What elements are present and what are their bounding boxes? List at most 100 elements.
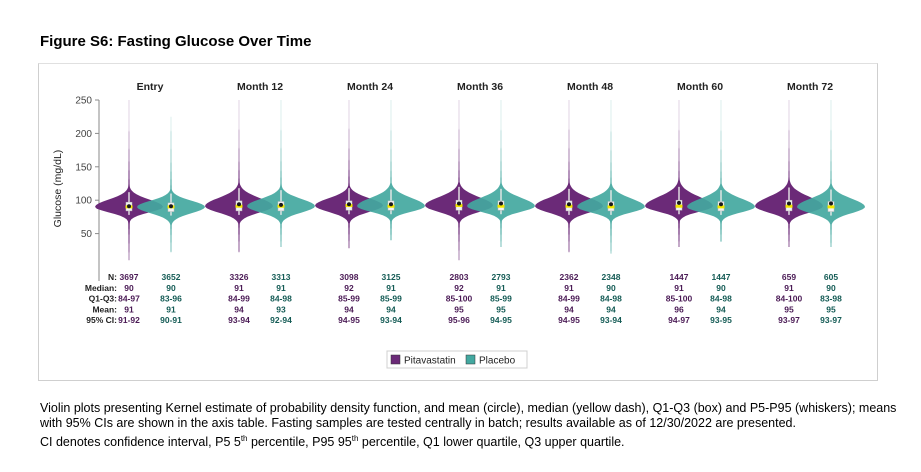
table-cell: 85-99 (380, 294, 402, 304)
table-cell: 91 (564, 283, 574, 293)
table-cell: 94 (564, 304, 574, 314)
table-cell: 94-97 (668, 315, 690, 325)
mean-marker (127, 204, 131, 209)
table-cell: 3098 (340, 272, 359, 282)
table-cell: 95 (496, 304, 506, 314)
table-cell: 83-96 (160, 294, 182, 304)
table-cell: 91 (784, 283, 794, 293)
caption-sup-1: th (240, 434, 248, 443)
table-cell: 95 (826, 304, 836, 314)
caption-part-a: CI denotes confidence interval, P5 5 (40, 435, 241, 450)
mean-marker (567, 202, 571, 207)
table-cell: 3313 (272, 272, 291, 282)
figure-title: Figure S6: Fasting Glucose Over Time (40, 33, 312, 50)
table-cell: 91-92 (118, 315, 140, 325)
legend-swatch-pitavastatin (390, 354, 401, 365)
table-cell: 94 (716, 304, 726, 314)
legend-label-pitavastatin: Pitavastatin (404, 356, 456, 367)
table-cell: 659 (782, 272, 796, 282)
median-dash (827, 205, 835, 209)
timepoint-header: Month 12 (237, 81, 283, 93)
table-cell: 1447 (712, 272, 731, 282)
violin-pitavastatin (315, 100, 383, 249)
table-cell: 92-94 (270, 315, 292, 325)
mean-marker (169, 204, 173, 209)
timepoint-header: Month 72 (787, 81, 833, 93)
table-cell: 93-97 (778, 315, 800, 325)
table-cell: 93 (276, 304, 286, 314)
violin-placebo (247, 100, 315, 247)
table-row-label: 95% CI: (86, 315, 117, 325)
table-cell: 91 (674, 283, 684, 293)
mean-marker (237, 202, 241, 207)
caption-line-2: CI denotes confidence interval, P5 5th p… (40, 431, 900, 450)
median-dash (497, 204, 505, 208)
timepoint-header: Month 48 (567, 81, 613, 93)
mean-marker (719, 202, 723, 207)
table-cell: 92 (454, 283, 464, 293)
violin-pitavastatin (425, 100, 493, 261)
table-cell: 91 (386, 283, 396, 293)
table-cell: 3697 (120, 272, 139, 282)
timepoint-header: Month 36 (457, 81, 503, 93)
legend-label-placebo: Placebo (479, 356, 516, 367)
table-cell: 3652 (162, 272, 181, 282)
table-cell: 91 (166, 304, 176, 314)
median-dash (455, 204, 463, 208)
table-cell: 90 (826, 283, 836, 293)
timepoint-header: Entry (137, 81, 164, 93)
y-tick-label: 150 (75, 162, 92, 173)
table-cell: 95 (784, 304, 794, 314)
table-cell: 85-99 (490, 294, 512, 304)
mean-marker (787, 201, 791, 206)
y-tick-label: 100 (75, 196, 92, 207)
y-tick-label: 250 (75, 96, 92, 107)
table-cell: 93-97 (820, 315, 842, 325)
table-cell: 84-99 (558, 294, 580, 304)
table-cell: 1447 (670, 272, 689, 282)
y-axis-label: Glucose (mg/dL) (52, 150, 64, 228)
table-cell: 90 (606, 283, 616, 293)
violin-pitavastatin (645, 100, 713, 247)
table-cell: 2803 (450, 272, 469, 282)
table-cell: 91 (234, 283, 244, 293)
table-cell: 93-94 (228, 315, 250, 325)
table-cell: 84-99 (228, 294, 250, 304)
timepoint-header: Month 60 (677, 81, 723, 93)
table-cell: 94-95 (338, 315, 360, 325)
table-cell: 90 (124, 283, 134, 293)
table-cell: 94-95 (558, 315, 580, 325)
mean-marker (347, 202, 351, 207)
violin-placebo (577, 100, 645, 254)
mean-marker (389, 202, 393, 207)
table-cell: 2348 (602, 272, 621, 282)
timepoint-header: Month 24 (347, 81, 393, 93)
mean-marker (457, 201, 461, 206)
mean-marker (499, 201, 503, 206)
table-cell: 83-98 (820, 294, 842, 304)
median-dash (565, 204, 573, 208)
caption-part-b: percentile, P95 95 (247, 435, 352, 450)
table-cell: 94-95 (490, 315, 512, 325)
table-cell: 95 (454, 304, 464, 314)
table-cell: 91 (496, 283, 506, 293)
table-cell: 94 (344, 304, 354, 314)
table-cell: 3125 (382, 272, 401, 282)
table-cell: 85-100 (446, 294, 473, 304)
table-cell: 90-91 (160, 315, 182, 325)
table-cell: 94 (234, 304, 244, 314)
mean-marker (279, 202, 283, 207)
violin-chart: 50 100 150 200 250 Glucose (mg/dL) N:Median:Q1… (52, 81, 865, 369)
table-cell: 85-99 (338, 294, 360, 304)
table-cell: 84-98 (710, 294, 732, 304)
violin-placebo (357, 100, 425, 241)
table-cell: 94 (606, 304, 616, 314)
table-row-label: N: (108, 272, 117, 282)
median-dash (235, 204, 243, 208)
caption-line-1: Violin plots presenting Kernel estimate … (40, 401, 897, 430)
table-cell: 90 (166, 283, 176, 293)
mean-marker (677, 200, 681, 205)
table-row-label: Median: (85, 283, 117, 293)
violin-placebo (797, 100, 865, 247)
table-cell: 84-98 (270, 294, 292, 304)
